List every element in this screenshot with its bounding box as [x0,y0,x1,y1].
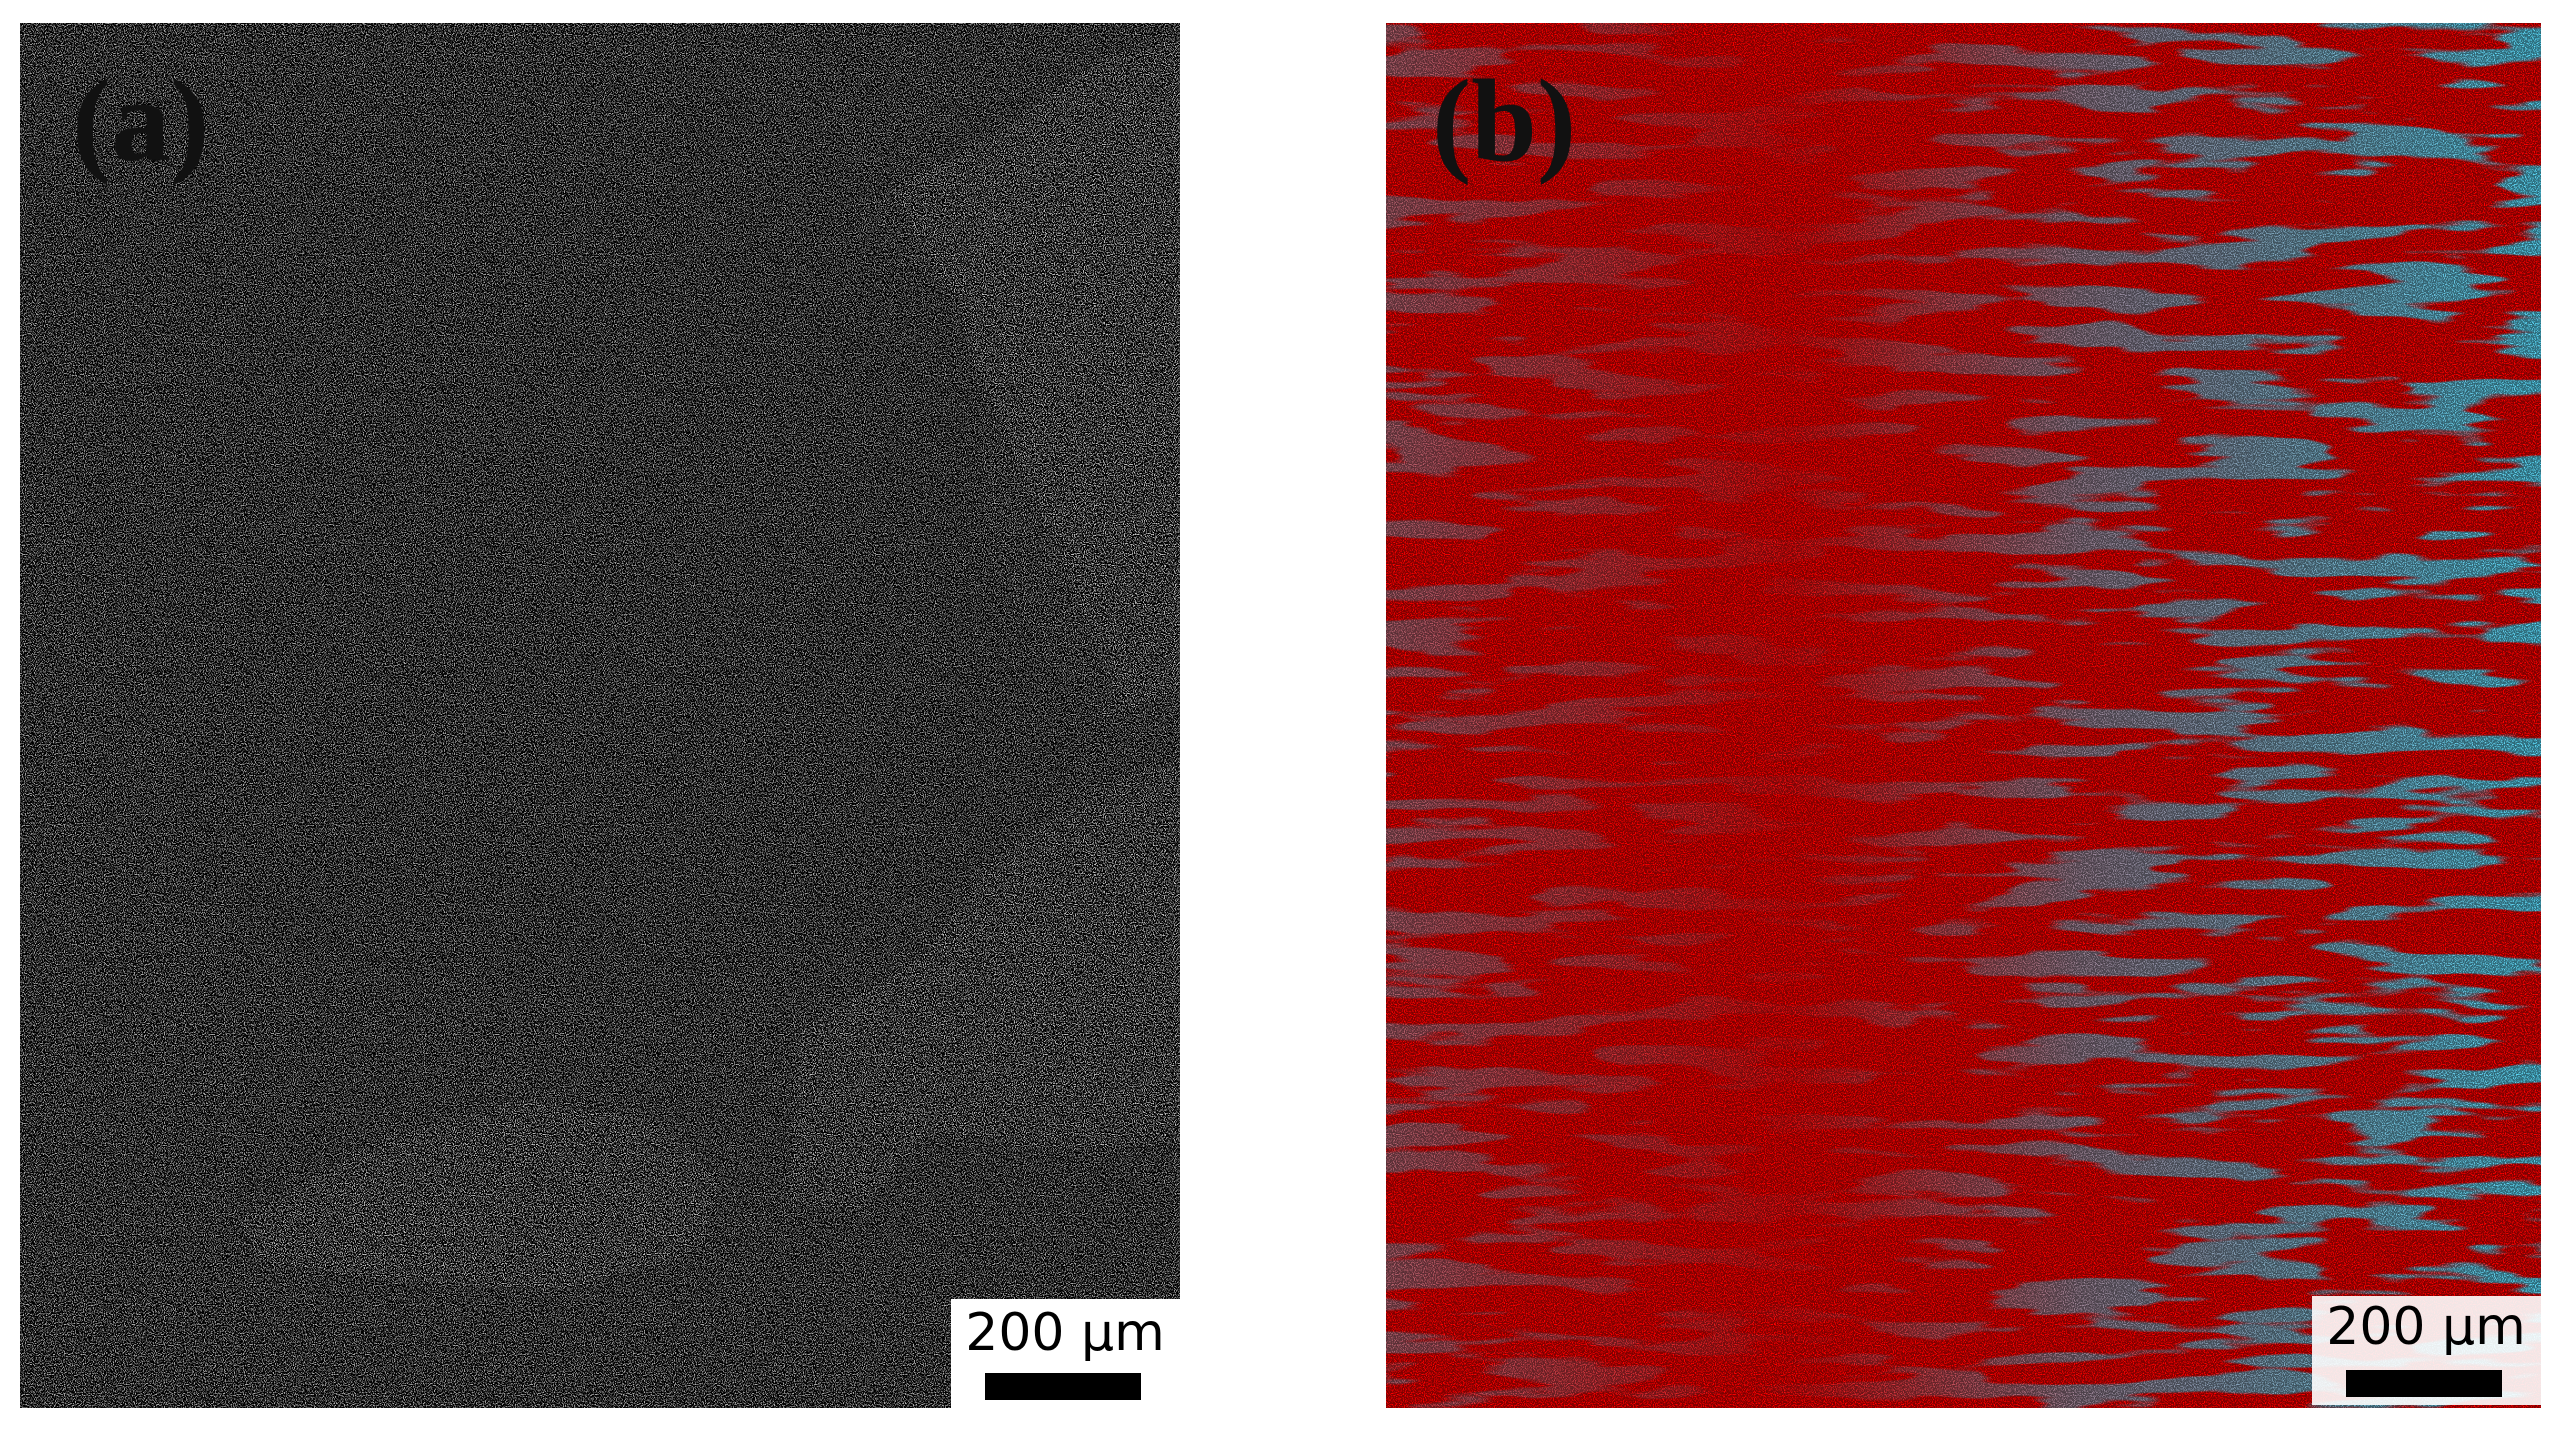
panel-label: (b) [1432,55,1576,186]
scale-bar [2346,1370,2502,1397]
panel-b: (b) 200 µm [1386,23,2541,1408]
panel-label: (a) [72,55,210,186]
scale-bar-label: 200 µm [2326,1297,2526,1357]
scale-bar-label: 200 µm [965,1303,1165,1363]
scale-bar [985,1373,1141,1400]
particles [20,23,1180,1408]
panel-a: (a) 200 µm [20,23,1180,1408]
particles [1386,23,2541,1408]
